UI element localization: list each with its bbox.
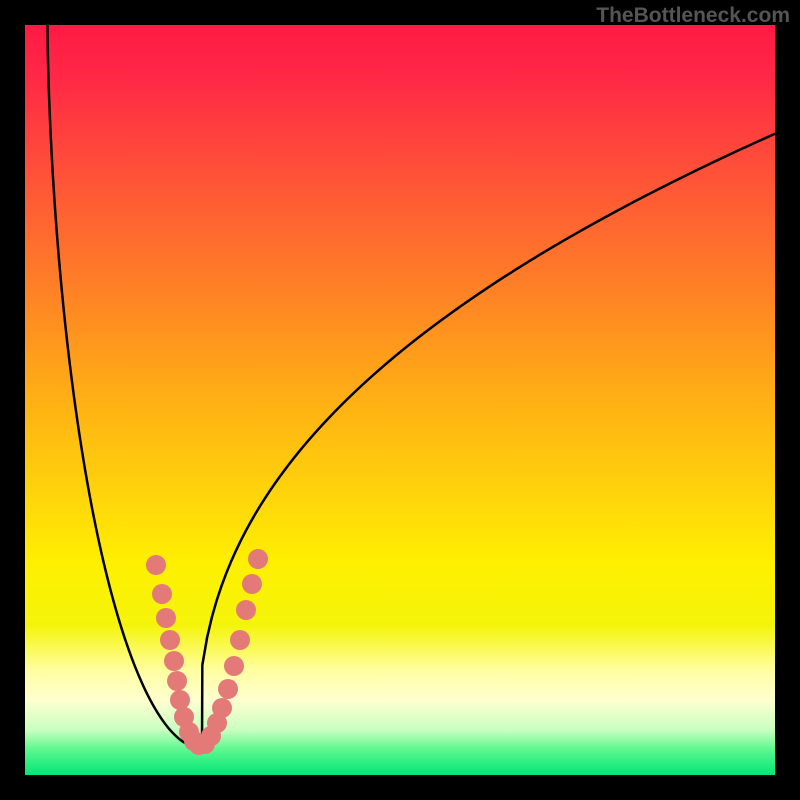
data-point bbox=[224, 656, 244, 676]
data-point bbox=[160, 630, 180, 650]
data-point bbox=[156, 608, 176, 628]
data-point bbox=[212, 698, 232, 718]
data-point bbox=[236, 600, 256, 620]
chart-root: TheBottleneck.com bbox=[0, 0, 800, 800]
data-point bbox=[146, 555, 166, 575]
data-point bbox=[164, 651, 184, 671]
data-point bbox=[152, 584, 172, 604]
data-point bbox=[167, 671, 187, 691]
data-point bbox=[230, 630, 250, 650]
data-point bbox=[248, 549, 268, 569]
data-point bbox=[218, 679, 238, 699]
plot-border-bottom bbox=[0, 775, 800, 800]
plot-border-right bbox=[775, 0, 800, 800]
watermark-text: TheBottleneck.com bbox=[596, 4, 790, 28]
data-point bbox=[242, 574, 262, 594]
plot-border-left bbox=[0, 0, 25, 800]
gradient-background bbox=[25, 25, 775, 775]
